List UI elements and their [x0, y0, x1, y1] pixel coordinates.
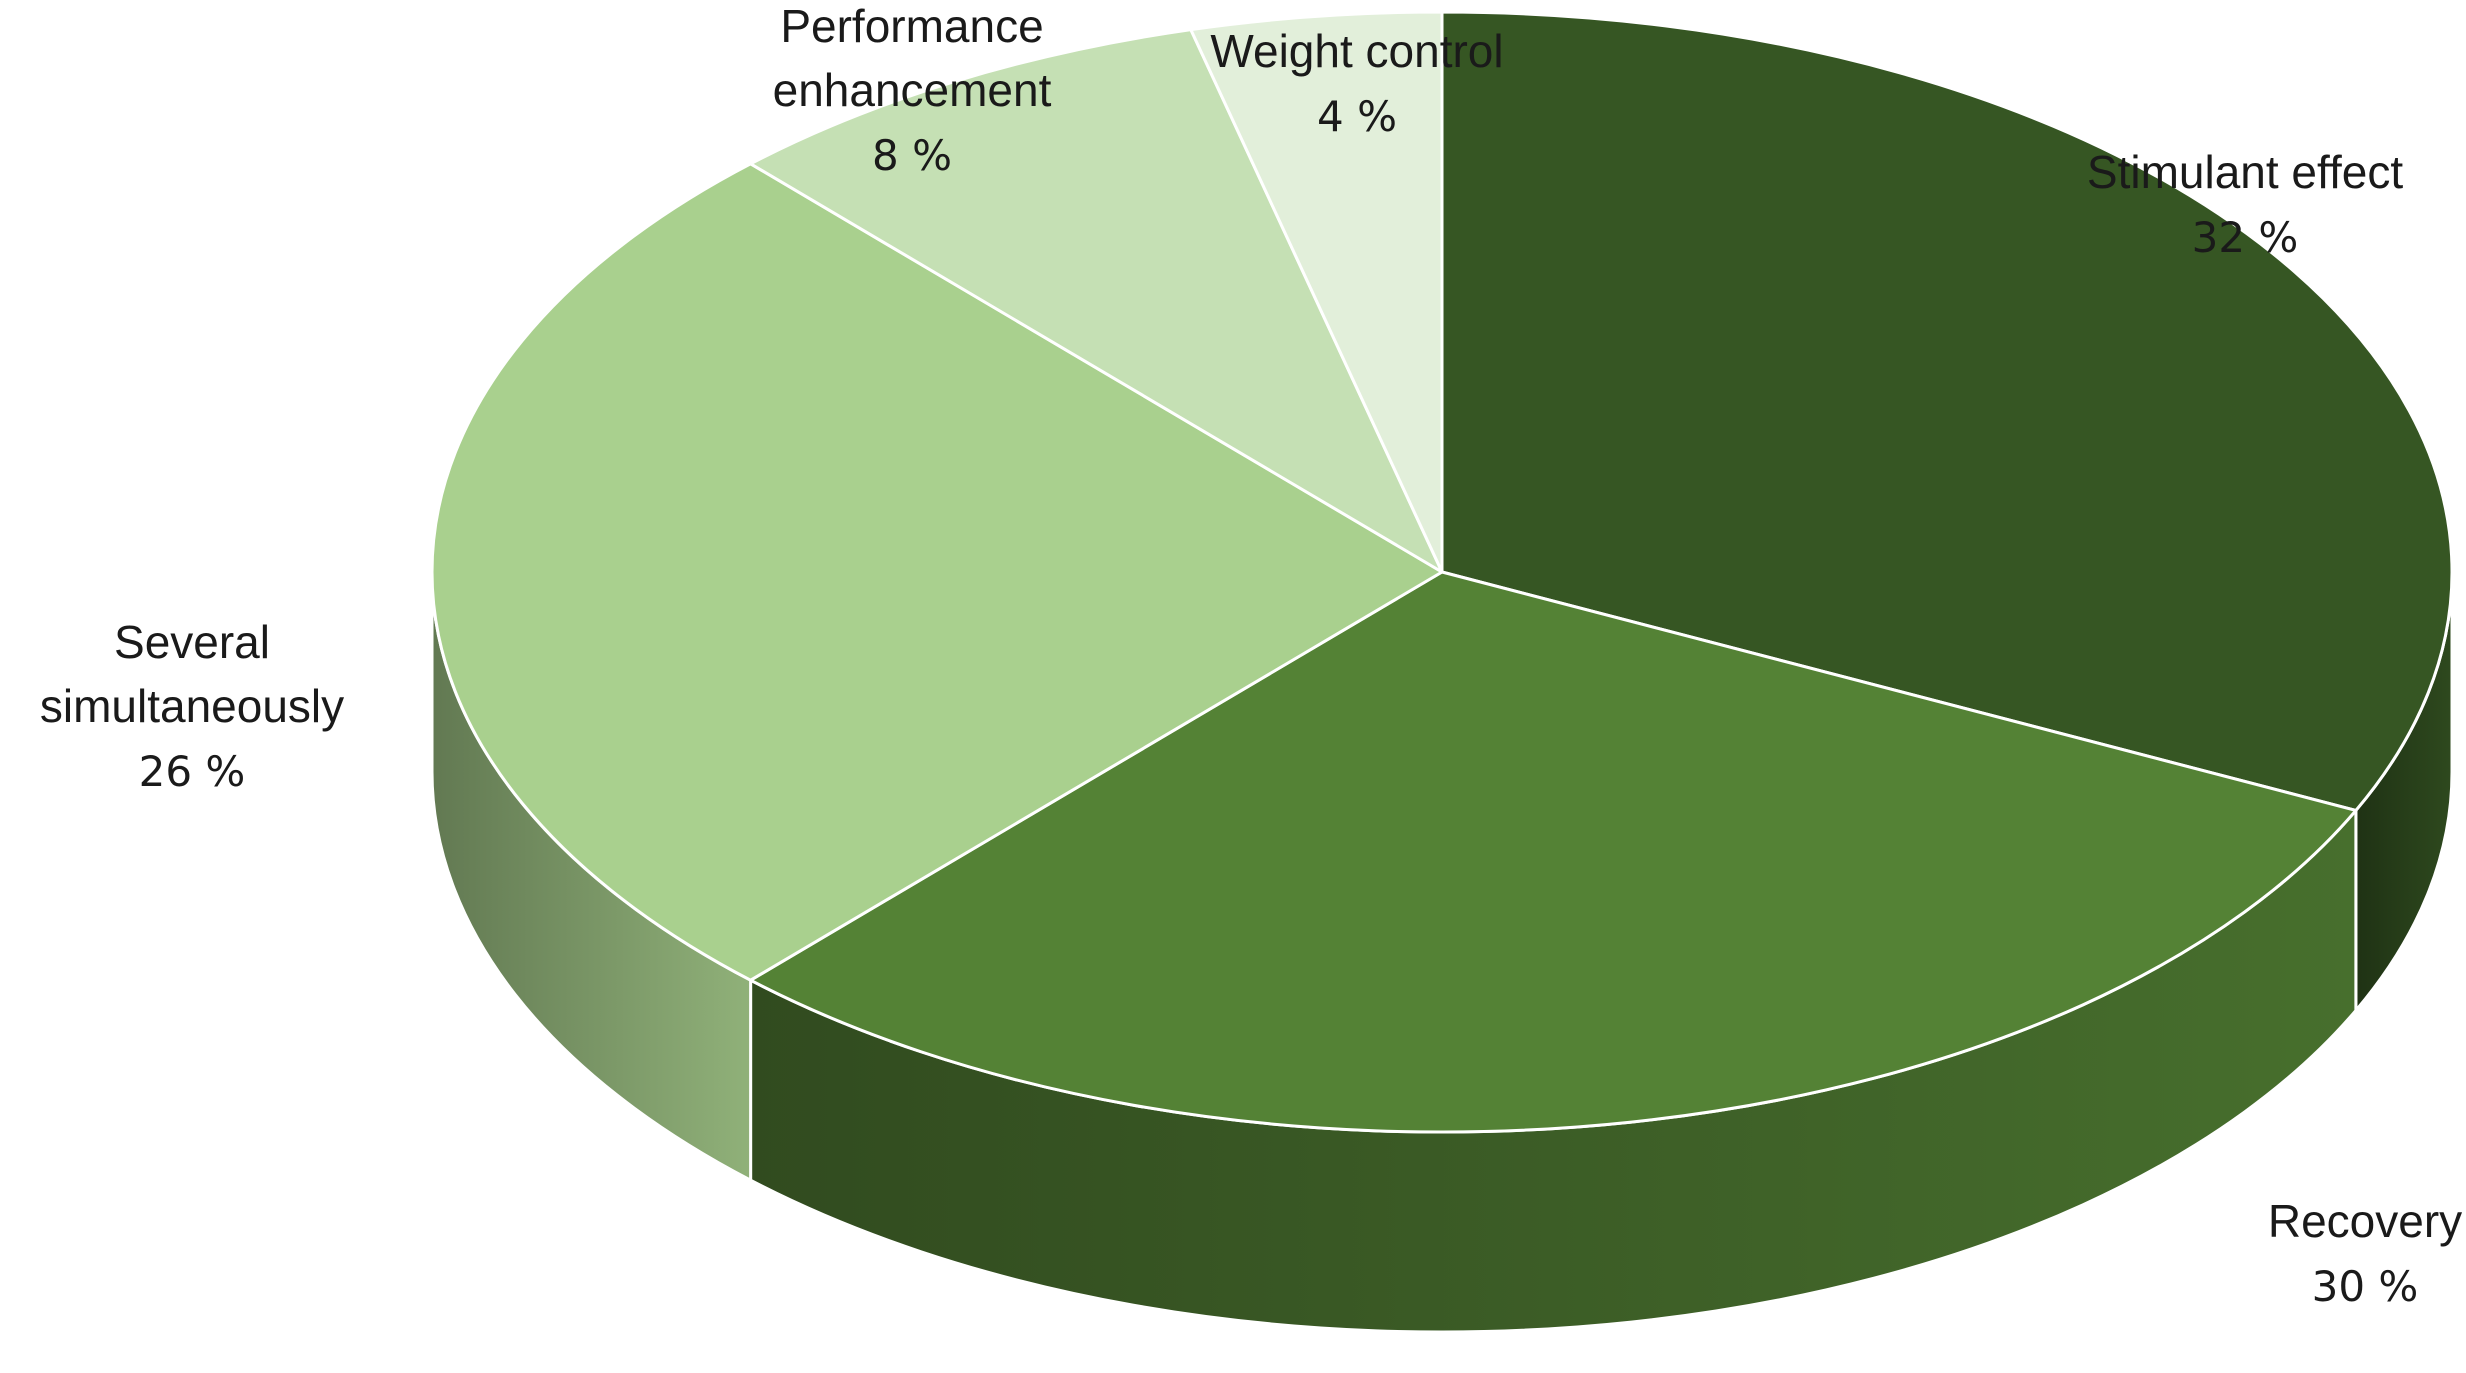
data-label-3: Performance enhancement 8 % [773, 0, 1052, 180]
data-label-percent: 4 % [1317, 92, 1397, 141]
pie-slice-weight-control [1189, 10, 1444, 574]
pie-slice-stimulant-effect [1440, 10, 2454, 812]
data-label-category: Stimulant effect [2087, 146, 2403, 198]
data-label-percent: 32 % [2192, 213, 2299, 262]
data-label-percent: 30 % [2312, 1262, 2419, 1311]
data-label-category: Several [114, 616, 270, 668]
pie-slice-performance-enhancement [749, 28, 1444, 574]
data-label-0: Stimulant effect 32 % [2087, 146, 2403, 262]
data-label-category: enhancement [773, 64, 1052, 116]
pie-slice-recovery [749, 570, 2358, 1134]
data-label-category: Weight control [1210, 25, 1503, 77]
data-label-4: Weight control 4 % [1210, 25, 1503, 141]
pie-slice-several-simultaneously [430, 162, 1444, 982]
data-label-2: Several simultaneously 26 % [40, 616, 344, 796]
data-label-1: Recovery 30 % [2268, 1195, 2462, 1311]
data-label-category: Recovery [2268, 1195, 2462, 1247]
data-label-percent: 8 % [872, 131, 952, 180]
pie-data-labels: Stimulant effect 32 % Recovery 30 % Several s… [40, 0, 2462, 1311]
data-label-category: simultaneously [40, 680, 344, 732]
data-label-percent: 26 % [139, 747, 246, 796]
pie-top-faces [430, 10, 2454, 1134]
data-label-category: Performance [780, 0, 1043, 52]
